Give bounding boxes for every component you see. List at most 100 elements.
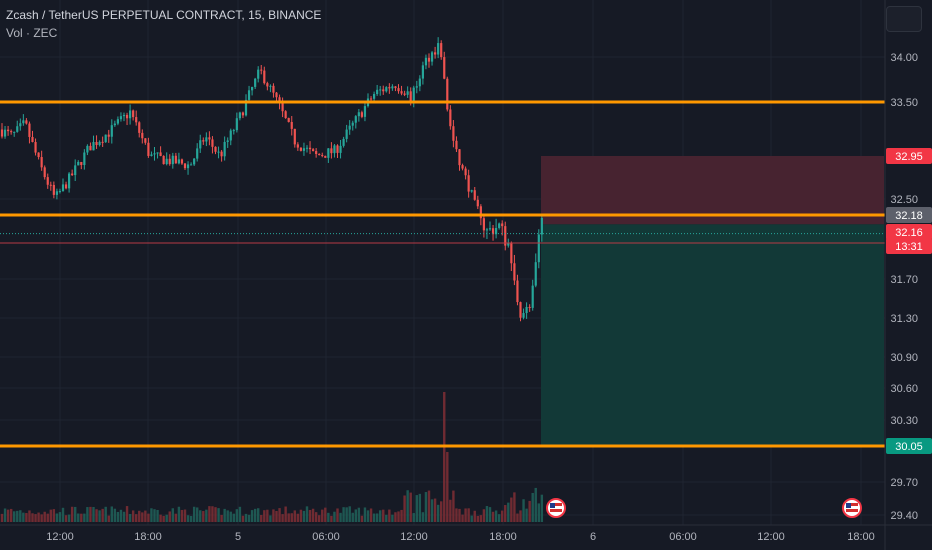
candle-body — [171, 155, 174, 165]
volume-bar — [409, 492, 412, 522]
candle — [269, 84, 272, 93]
candle-body — [333, 145, 336, 154]
stop-price-label: 32.95 — [886, 148, 932, 164]
volume-bar — [375, 513, 379, 522]
candle — [400, 85, 403, 96]
candle — [501, 220, 504, 236]
candle-body — [513, 263, 516, 281]
volume-bar — [388, 509, 391, 522]
position-zones — [541, 156, 884, 446]
candle-body — [403, 93, 406, 95]
price-tick-label: 30.90 — [890, 352, 918, 364]
time-tick-label: 12:00 — [400, 531, 428, 543]
candle-body — [296, 144, 299, 148]
candle-body — [470, 190, 473, 192]
candle-body — [28, 123, 31, 137]
candle-body — [37, 152, 40, 158]
volume-bar — [150, 508, 153, 522]
candle-body — [373, 94, 376, 99]
candle-body — [491, 228, 495, 235]
candle-body — [528, 306, 531, 308]
volume-bar — [305, 506, 309, 522]
candle-body — [77, 161, 80, 166]
volume-bar — [311, 508, 315, 522]
candle — [159, 146, 162, 157]
volume-bar — [324, 507, 327, 522]
candle-body — [132, 110, 135, 118]
candle-body — [119, 116, 123, 120]
candle-body — [510, 242, 513, 264]
chart-settings-button[interactable] — [886, 6, 922, 32]
volume-bar — [226, 510, 229, 522]
candle-body — [324, 155, 327, 158]
candle — [107, 129, 110, 143]
volume-bar — [372, 513, 376, 522]
candle-body — [415, 86, 418, 88]
volume-bar — [135, 514, 138, 522]
horizontal-levels — [0, 100, 885, 448]
candle — [80, 161, 83, 170]
volume-bar — [293, 510, 296, 522]
candle-body — [10, 131, 13, 133]
candle-body — [458, 149, 461, 166]
candle — [452, 120, 455, 148]
candle-body — [162, 155, 165, 165]
candle — [464, 166, 467, 180]
countdown-label-text: 13:31 — [895, 241, 923, 253]
candle-body — [446, 78, 449, 110]
volume-bar — [122, 511, 126, 522]
candle — [458, 149, 461, 171]
volume-bar — [336, 508, 339, 522]
candle — [427, 53, 431, 68]
candle — [40, 150, 43, 171]
candle-body — [315, 151, 318, 154]
volume-bar — [436, 504, 440, 522]
candle-body — [336, 145, 339, 153]
volume-bar — [52, 509, 56, 522]
volume-bar — [516, 513, 519, 522]
volume-bar — [394, 512, 397, 522]
candle-body — [427, 57, 431, 62]
candle — [257, 66, 260, 83]
candle — [205, 132, 208, 147]
candle-body — [357, 112, 360, 117]
volume-bar — [461, 514, 464, 522]
candle — [302, 142, 306, 156]
volume-bar — [156, 509, 159, 522]
candle-body — [235, 118, 238, 131]
price-tick-label: 31.70 — [890, 274, 918, 286]
volume-bar — [308, 509, 312, 522]
candle — [162, 155, 165, 165]
candle-body — [434, 52, 437, 55]
volume-bar — [165, 514, 168, 522]
candle — [101, 136, 104, 147]
candle — [223, 136, 226, 161]
candle — [147, 137, 150, 158]
candle — [58, 188, 62, 194]
candle-body — [46, 177, 49, 185]
candle — [71, 169, 74, 177]
volume-bar — [101, 508, 104, 522]
candle — [519, 301, 522, 322]
volume-bar — [403, 495, 406, 522]
candle — [412, 85, 415, 108]
candle — [214, 146, 217, 155]
level-price-label: 32.18 — [886, 207, 932, 223]
candle — [299, 147, 302, 152]
candle-body — [71, 173, 74, 176]
candle-body — [147, 142, 150, 156]
candle — [327, 148, 330, 163]
candle-body — [519, 302, 522, 318]
candle-body — [214, 146, 217, 152]
candle-body — [421, 65, 424, 79]
candle-body — [3, 129, 7, 137]
volume-bar — [366, 510, 370, 522]
volume-bar — [470, 515, 473, 522]
candle-body — [254, 78, 257, 87]
candle — [348, 120, 351, 135]
time-tick-label: 18:00 — [847, 531, 875, 543]
candle-body — [354, 116, 357, 123]
candle-body — [144, 138, 147, 143]
